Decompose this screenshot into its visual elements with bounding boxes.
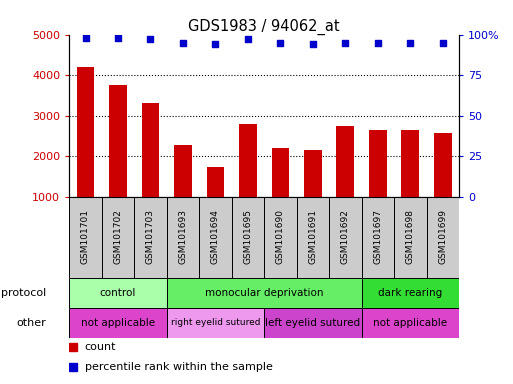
- Bar: [264, 308, 362, 338]
- Bar: [167, 308, 264, 338]
- Title: GDS1983 / 94062_at: GDS1983 / 94062_at: [188, 18, 340, 35]
- Text: GSM101690: GSM101690: [276, 209, 285, 264]
- Text: GSM101694: GSM101694: [211, 209, 220, 263]
- Text: not applicable: not applicable: [373, 318, 447, 328]
- Text: GSM101699: GSM101699: [439, 209, 447, 264]
- Point: [341, 40, 349, 46]
- Bar: [167, 278, 362, 308]
- Bar: [207, 167, 224, 197]
- Text: GSM101691: GSM101691: [308, 209, 318, 264]
- Bar: [239, 124, 257, 197]
- Bar: [69, 278, 167, 308]
- Text: left eyelid sutured: left eyelid sutured: [265, 318, 361, 328]
- Bar: [434, 133, 452, 197]
- Point: [309, 41, 317, 47]
- Bar: [271, 148, 289, 197]
- Text: GSM101701: GSM101701: [81, 209, 90, 264]
- Bar: [394, 197, 427, 278]
- Point: [179, 40, 187, 46]
- Point: [82, 35, 90, 41]
- Point: [146, 36, 154, 43]
- Bar: [134, 197, 167, 278]
- Text: GSM101702: GSM101702: [113, 209, 123, 263]
- Point: [211, 41, 220, 47]
- Text: protocol: protocol: [1, 288, 47, 298]
- Point: [374, 40, 382, 46]
- Text: percentile rank within the sample: percentile rank within the sample: [85, 362, 273, 372]
- Bar: [362, 308, 459, 338]
- Text: GSM101697: GSM101697: [373, 209, 382, 264]
- Bar: [427, 197, 459, 278]
- Bar: [304, 150, 322, 197]
- Bar: [402, 130, 419, 197]
- Point: [406, 40, 415, 46]
- Text: control: control: [100, 288, 136, 298]
- Bar: [232, 197, 264, 278]
- Bar: [362, 278, 459, 308]
- Text: dark rearing: dark rearing: [378, 288, 443, 298]
- Text: GSM101693: GSM101693: [179, 209, 187, 264]
- Bar: [174, 145, 192, 197]
- Text: other: other: [17, 318, 47, 328]
- Bar: [329, 197, 362, 278]
- Text: GSM101692: GSM101692: [341, 209, 350, 263]
- Text: not applicable: not applicable: [81, 318, 155, 328]
- Text: count: count: [85, 343, 116, 353]
- Text: monocular deprivation: monocular deprivation: [205, 288, 323, 298]
- Text: right eyelid sutured: right eyelid sutured: [171, 318, 260, 327]
- Bar: [337, 126, 354, 197]
- Bar: [167, 197, 199, 278]
- Bar: [264, 197, 297, 278]
- Bar: [297, 197, 329, 278]
- Point: [244, 36, 252, 43]
- Text: GSM101703: GSM101703: [146, 209, 155, 264]
- Point: [114, 35, 122, 41]
- Bar: [109, 85, 127, 197]
- Bar: [69, 308, 167, 338]
- Bar: [362, 197, 394, 278]
- Text: GSM101698: GSM101698: [406, 209, 415, 264]
- Bar: [69, 197, 102, 278]
- Point: [277, 40, 285, 46]
- Bar: [369, 130, 387, 197]
- Bar: [199, 197, 232, 278]
- Text: GSM101695: GSM101695: [244, 209, 252, 264]
- Bar: [76, 67, 94, 197]
- Bar: [102, 197, 134, 278]
- Bar: [142, 103, 160, 197]
- Point: [439, 40, 447, 46]
